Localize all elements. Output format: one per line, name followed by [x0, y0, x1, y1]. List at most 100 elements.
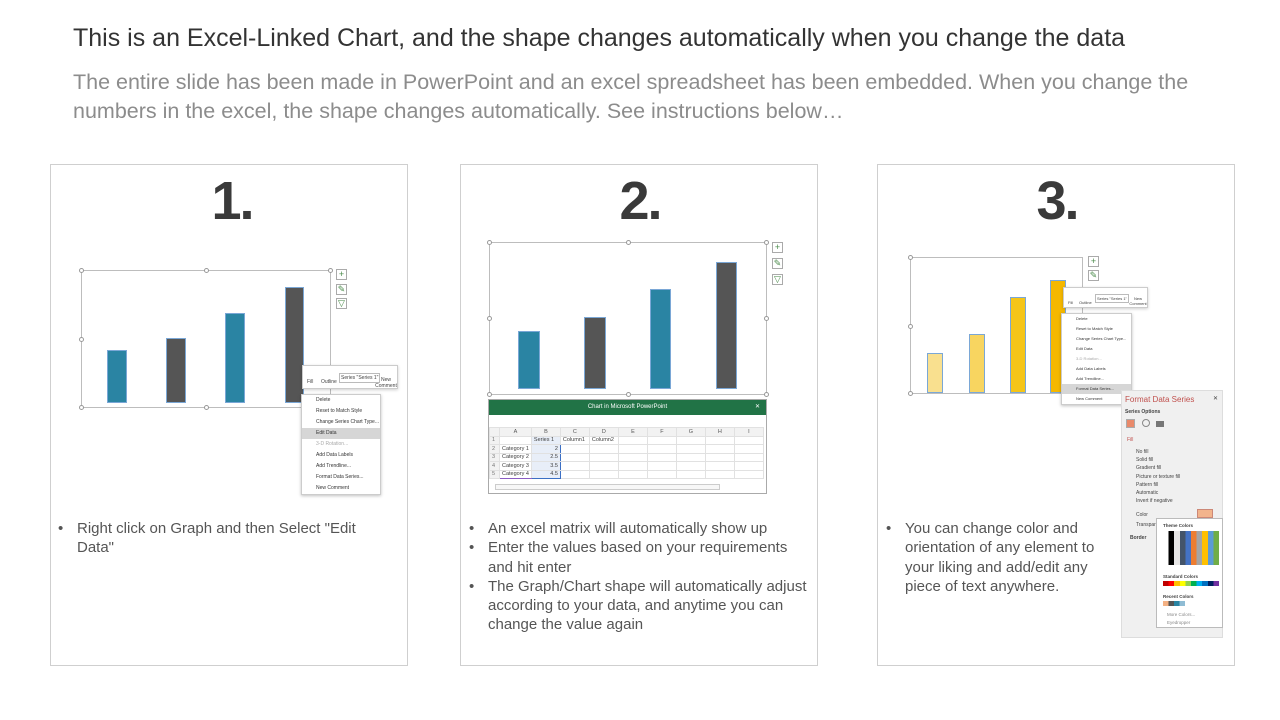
- bullet: Right click on Graph and then Select "Ed…: [58, 519, 388, 558]
- menu-item[interactable]: Edit Data: [1076, 346, 1093, 351]
- close-icon[interactable]: ✕: [1212, 396, 1218, 402]
- effects-icon[interactable]: [1142, 419, 1150, 427]
- menu-item[interactable]: Add Data Labels: [1076, 366, 1106, 371]
- fill-options: No fill Solid fill Gradient fill Picture…: [1136, 448, 1180, 505]
- theme-color-swatches[interactable]: [1163, 531, 1219, 565]
- chart-bar[interactable]: [518, 331, 540, 389]
- cell[interactable]: 4.5: [530, 469, 561, 479]
- cell[interactable]: Category 3: [499, 461, 532, 471]
- chart-styles-icon[interactable]: ✎: [336, 284, 347, 295]
- color-palette: Theme Colors Standard Colors Recent Colo…: [1156, 518, 1223, 628]
- radio-option[interactable]: Pattern fill: [1136, 481, 1159, 488]
- chart-bar[interactable]: [107, 350, 127, 403]
- chart-bar[interactable]: [716, 262, 737, 389]
- recent-color-swatches[interactable]: [1163, 601, 1185, 606]
- radio-option[interactable]: Picture or texture fill: [1136, 473, 1181, 480]
- cell[interactable]: Category 2: [499, 452, 532, 462]
- close-icon[interactable]: ✕: [754, 404, 760, 410]
- chart-bar[interactable]: [166, 338, 186, 403]
- cell[interactable]: Category 4: [499, 469, 532, 479]
- recent-colors-label: Recent Colors: [1163, 594, 1194, 599]
- fill-section[interactable]: Fill: [1127, 437, 1134, 443]
- more-colors-item[interactable]: More Colors...: [1167, 612, 1196, 617]
- color-picker-button[interactable]: [1197, 509, 1213, 518]
- step-1-chart[interactable]: [79, 268, 333, 410]
- menu-item[interactable]: Reset to Match Style: [316, 408, 363, 414]
- chart-elements-icon[interactable]: +: [772, 242, 783, 253]
- menu-item[interactable]: Delete: [316, 397, 331, 403]
- slide-title: This is an Excel-Linked Chart, and the s…: [73, 24, 1126, 52]
- border-section[interactable]: Border: [1130, 535, 1147, 541]
- chart-bar[interactable]: [969, 334, 985, 393]
- chart-styles-icon[interactable]: ✎: [772, 258, 783, 269]
- menu-item[interactable]: 3-D Rotation...: [316, 441, 349, 447]
- menu-item-edit-data[interactable]: Edit Data: [302, 428, 380, 439]
- chart-filter-icon[interactable]: ▽: [772, 274, 783, 285]
- fill-button[interactable]: Fill: [1068, 300, 1074, 305]
- menu-item[interactable]: Reset to Match Style: [1076, 326, 1113, 331]
- menu-item[interactable]: Delete: [1076, 316, 1088, 321]
- cell[interactable]: Series 1: [530, 435, 561, 445]
- menu-item[interactable]: Change Series Chart Type...: [1076, 336, 1127, 341]
- radio-option[interactable]: Solid fill: [1136, 457, 1154, 464]
- series-select[interactable]: Series "Series 1": [1095, 294, 1129, 303]
- checkbox-option[interactable]: Invert if negative: [1136, 498, 1173, 505]
- chart-elements-icon[interactable]: +: [1088, 256, 1099, 267]
- chart-bar[interactable]: [927, 353, 943, 393]
- fill-line-icon[interactable]: [1126, 419, 1135, 428]
- bullet: Enter the values based on your requireme…: [469, 538, 814, 577]
- menu-item[interactable]: Format Data Series...: [316, 474, 364, 480]
- chart-bar[interactable]: [650, 289, 671, 389]
- cell[interactable]: [499, 435, 532, 445]
- series-options-dropdown[interactable]: Series Options: [1125, 409, 1161, 415]
- chart-elements-icon[interactable]: +: [336, 269, 347, 280]
- series-options-icon[interactable]: [1156, 419, 1164, 427]
- chart-bar[interactable]: [584, 317, 606, 389]
- new-comment-button[interactable]: New Comment: [375, 377, 397, 389]
- menu-item[interactable]: Add Trendline...: [1076, 376, 1105, 381]
- step-3-bullets: You can change color and orientation of …: [886, 519, 1116, 596]
- menu-item[interactable]: Add Trendline...: [316, 463, 352, 469]
- chart-bar[interactable]: [1010, 297, 1026, 393]
- cell[interactable]: Column2: [588, 435, 619, 445]
- new-comment-button[interactable]: New Comment: [1129, 296, 1147, 306]
- theme-colors-label: Theme Colors: [1163, 523, 1194, 528]
- fill-button[interactable]: Fill: [307, 379, 314, 385]
- excel-titlebar: Chart in Microsoft PowerPoint ✕: [489, 400, 766, 415]
- radio-option[interactable]: Automatic: [1136, 490, 1159, 497]
- horizontal-scrollbar[interactable]: [495, 484, 720, 490]
- transparency-label: Transparency: [1136, 522, 1167, 528]
- eyedropper-item[interactable]: Eyedropper: [1167, 620, 1191, 625]
- cell[interactable]: 2.5: [530, 452, 561, 462]
- menu-item[interactable]: Add Data Labels: [316, 452, 353, 458]
- menu-item[interactable]: Change Series Chart Type...: [316, 419, 379, 425]
- cell[interactable]: 3.5: [530, 461, 561, 471]
- context-menu: Delete Reset to Match Style Change Serie…: [301, 394, 381, 495]
- chart-filter-icon[interactable]: ▽: [336, 298, 347, 309]
- chart-bar[interactable]: [225, 313, 245, 403]
- slide-subtitle: The entire slide has been made in PowerP…: [73, 70, 1189, 123]
- step-2-chart[interactable]: [487, 240, 769, 397]
- menu-item[interactable]: New Comment: [316, 485, 350, 491]
- series-select[interactable]: Series "Series 1": [339, 373, 381, 383]
- format-pane-title: Format Data Series: [1125, 395, 1195, 404]
- menu-item-format-data-series[interactable]: Format Data Series...: [1062, 384, 1131, 394]
- menu-item[interactable]: New Comment: [1076, 396, 1103, 401]
- color-label: Color: [1136, 512, 1148, 518]
- step-1-bullets: Right click on Graph and then Select "Ed…: [58, 519, 388, 558]
- radio-option[interactable]: No fill: [1136, 449, 1149, 455]
- bullet: An excel matrix will automatically show …: [469, 519, 814, 539]
- cell[interactable]: Column1: [559, 435, 590, 445]
- radio-option[interactable]: Gradient fill: [1136, 465, 1162, 472]
- standard-color-swatches[interactable]: [1163, 581, 1219, 586]
- outline-button[interactable]: Outline: [321, 379, 337, 385]
- cell[interactable]: 2: [530, 444, 561, 454]
- outline-button[interactable]: Outline: [1079, 300, 1092, 305]
- mini-toolbar: Fill Outline Series "Series 1" New Comme…: [1063, 287, 1148, 308]
- chart-styles-icon[interactable]: ✎: [1088, 270, 1099, 281]
- menu-item[interactable]: 3-D Rotation...: [1076, 356, 1102, 361]
- cell[interactable]: Category 1: [499, 444, 532, 454]
- standard-colors-label: Standard Colors: [1163, 574, 1199, 579]
- chart-bar[interactable]: [285, 287, 304, 403]
